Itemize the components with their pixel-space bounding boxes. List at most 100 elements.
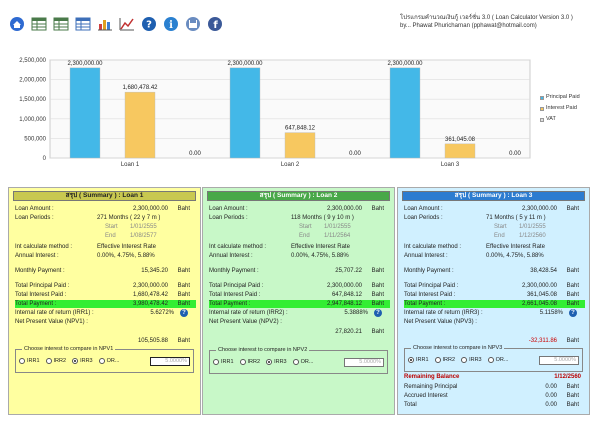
- row-unit: Baht: [177, 301, 190, 307]
- data-label: 361,045.08: [445, 137, 476, 143]
- row-value: 0.00%, 4.75%, 5.88%: [97, 253, 155, 259]
- toolbar: ? i f: [8, 14, 224, 34]
- table-icon-3-button[interactable]: [74, 15, 92, 33]
- npv-rate-input[interactable]: 5.0000%: [539, 356, 579, 365]
- annual-interest-row: Annual Interest : 0.00%, 4.75%, 5.88%: [209, 252, 390, 260]
- radio-label: IRR1: [416, 357, 429, 363]
- facebook-icon-button[interactable]: f: [206, 15, 224, 33]
- help-icon-button[interactable]: ?: [140, 15, 158, 33]
- table-icon-1-button[interactable]: [30, 15, 48, 33]
- row-value: 2,300,000.00: [132, 283, 168, 289]
- radio-dot: [239, 359, 246, 365]
- radio-label: IRR1: [27, 358, 40, 364]
- radio-or[interactable]: OR...: [98, 358, 119, 364]
- npv-value-row: 27,820.21 Baht: [209, 328, 390, 336]
- app-title-line2: by... Phawat Phuricharnan (pphawat@hotma…: [400, 23, 537, 29]
- radio-dot: [408, 357, 414, 363]
- radio-irr2[interactable]: IRR2: [239, 359, 260, 365]
- data-label: 2,300,000.00: [67, 61, 103, 67]
- line-chart-icon-button[interactable]: [118, 15, 136, 33]
- x-category-label: Loan 3: [441, 162, 460, 168]
- row-unit: Baht: [566, 402, 579, 408]
- row-value: 105,505.88: [137, 338, 168, 344]
- row-value: 27,820.21: [335, 329, 362, 335]
- row-label: Monthly Payment :: [209, 268, 259, 274]
- total-interest-row: Total Interest Paid : 647,848.12 Baht: [209, 291, 390, 299]
- irr-help-icon[interactable]: ?: [374, 309, 382, 317]
- summary-panel-loan-2: สรุป ( Summary ) : Loan 2 Loan Amount : 2,…: [202, 187, 395, 415]
- legend-swatch: [540, 95, 544, 100]
- row-unit: Baht: [177, 292, 190, 298]
- x-category-label: Loan 2: [281, 162, 300, 168]
- radio-irr3[interactable]: IRR3: [461, 357, 482, 363]
- npv-radio-group: IRR1 IRR2 IRR3 OR...: [213, 359, 313, 365]
- int-method-row: Int calculate method : Effective Interest…: [209, 243, 390, 251]
- loan-periods-row: Loan Periods : 71 Months ( 5 y 11 m ): [404, 214, 585, 222]
- row-unit: Baht: [566, 268, 579, 274]
- irr-row: Internal rate of return (IRR2) : 5.3888%?: [209, 309, 390, 317]
- row-label: Int calculate method :: [209, 244, 267, 250]
- npv-rate-input[interactable]: 5.0000%: [344, 358, 384, 367]
- start-row: Start 1/01/2555: [404, 223, 585, 231]
- panel-title: สรุป ( Summary ) : Loan 2: [207, 191, 390, 201]
- summary-panel-loan-1: สรุป ( Summary ) : Loan 1 Loan Amount : 2,…: [8, 187, 201, 415]
- row-unit: Baht: [566, 206, 579, 212]
- npv-radio-group: IRR1 IRR2 IRR3 OR...: [408, 357, 508, 363]
- row-label: Int calculate method :: [15, 244, 73, 250]
- end-row: End 1/12/2560: [404, 232, 585, 240]
- legend-item: Principal Paid: [540, 92, 580, 103]
- row-value: 1/01/2555: [130, 224, 157, 230]
- row-value: 647,848.12: [331, 292, 362, 298]
- loan-comparison-chart: 0 500,000 1,000,000 1,500,000 2,000,000 2,500…: [19, 58, 531, 168]
- app-title-line1: โปรแกรมคำนวณเงินกู้ เวอร์ชั่น 3.0 ( Loan…: [400, 15, 573, 21]
- radio-dot: [434, 357, 441, 363]
- home-icon-button[interactable]: [8, 15, 26, 33]
- radio-irr3[interactable]: IRR3: [266, 359, 287, 365]
- help-icon: ?: [142, 17, 156, 31]
- svg-text:f: f: [213, 20, 218, 31]
- irr-help-icon[interactable]: ?: [569, 309, 577, 317]
- npv-compare-group: Choose interest to compare in NPV2 IRR1 IR…: [209, 347, 388, 374]
- bar-principal-paid: [229, 67, 261, 159]
- radio-irr2[interactable]: IRR2: [434, 357, 455, 363]
- row-unit: Baht: [566, 292, 579, 298]
- radio-or[interactable]: OR...: [292, 359, 313, 365]
- row-value: Effective Interest Rate: [97, 244, 156, 250]
- legend-label: VAT: [546, 116, 556, 122]
- row-label: Loan Amount :: [404, 206, 443, 212]
- radio-irr1[interactable]: IRR1: [213, 359, 234, 365]
- row-unit: Baht: [177, 283, 190, 289]
- row-label: Total Principal Paid :: [404, 283, 459, 289]
- irr-help-icon[interactable]: ?: [180, 309, 188, 317]
- radio-irr2[interactable]: IRR2: [45, 358, 66, 364]
- row-unit: Baht: [371, 301, 384, 307]
- row-label: Monthly Payment :: [15, 268, 65, 274]
- row-unit: Baht: [177, 206, 190, 212]
- row-label: Net Present Value (NPV3) :: [404, 319, 477, 325]
- row-unit: Baht: [371, 292, 384, 298]
- row-value: 38,428.54: [530, 268, 557, 274]
- radio-irr3[interactable]: IRR3: [72, 358, 93, 364]
- y-tick-label: 1,000,000: [19, 117, 46, 123]
- radio-or[interactable]: OR...: [487, 357, 508, 363]
- radio-irr1[interactable]: IRR1: [19, 358, 40, 364]
- row-label: Total Payment :: [209, 301, 251, 307]
- bar-chart-icon-button[interactable]: [96, 15, 114, 33]
- save-disk-icon-button[interactable]: [184, 15, 202, 33]
- row-value: 1,680,478.42: [132, 292, 168, 298]
- npv-rate-input[interactable]: 5.0000%: [150, 357, 190, 366]
- data-label: 0.00: [189, 151, 201, 157]
- row-unit: Baht: [566, 283, 579, 289]
- radio-dot: [213, 359, 219, 365]
- npv-value-row: -32,311.86 Baht: [404, 337, 585, 345]
- info-icon: i: [164, 17, 178, 31]
- line-chart-icon: [119, 18, 134, 31]
- table-icon-2-button[interactable]: [52, 15, 70, 33]
- data-label: 0.00: [509, 151, 521, 157]
- info-icon-button[interactable]: i: [162, 15, 180, 33]
- row-value: 118 Months ( 9 y 10 m ): [291, 215, 354, 221]
- row-label: End: [299, 233, 310, 239]
- row-label: Net Present Value (NPV2) :: [209, 319, 282, 325]
- radio-irr1[interactable]: IRR1: [408, 357, 429, 363]
- row-value: 1/08/2577: [130, 233, 157, 239]
